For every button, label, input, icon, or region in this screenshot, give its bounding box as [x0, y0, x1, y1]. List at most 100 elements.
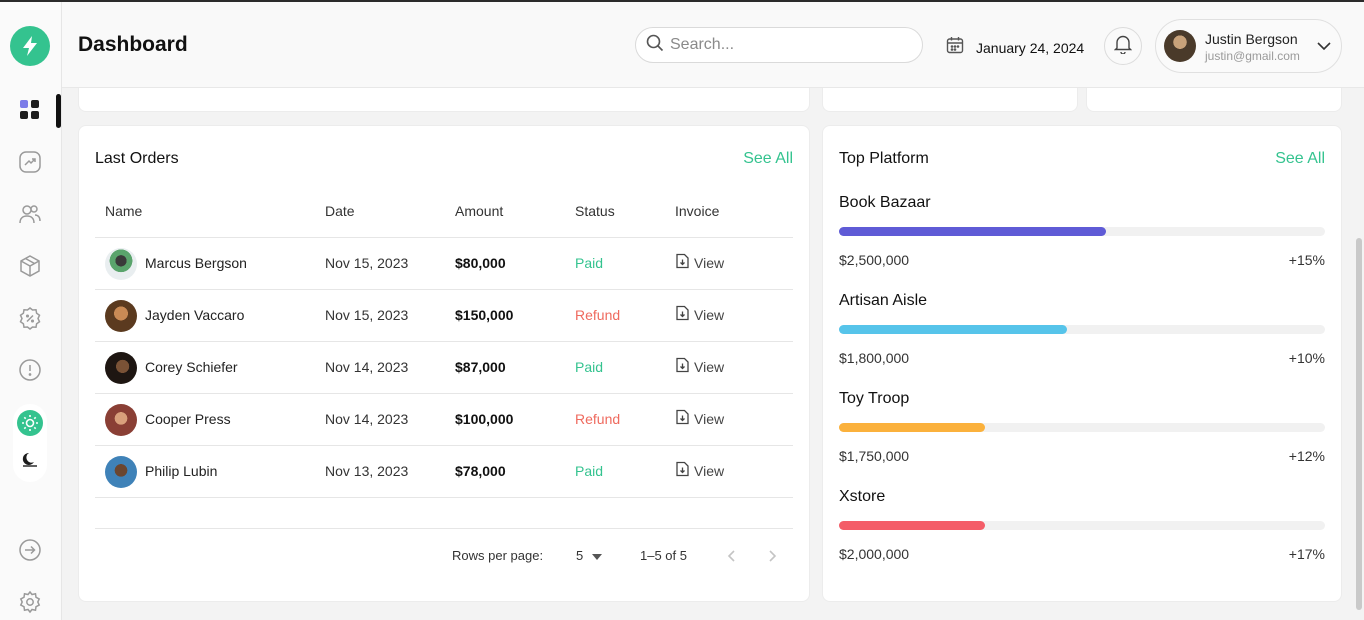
customer-name: Philip Lubin — [145, 463, 218, 479]
sun-icon[interactable] — [17, 410, 43, 436]
platform-change: +10% — [1288, 350, 1325, 366]
bolt-icon[interactable] — [10, 26, 50, 66]
calendar-icon — [946, 36, 964, 59]
platform-value: $1,800,000 — [839, 350, 910, 366]
status-badge: Refund — [575, 411, 621, 427]
document-download-icon — [675, 357, 690, 376]
top-platform-card: Top Platform See All Book Bazaar $2,500,… — [822, 125, 1342, 602]
platform-name: Artisan Aisle — [839, 292, 928, 309]
table-row[interactable]: Philip Lubin Nov 13, 2023 $78,000 Paid V… — [95, 445, 793, 497]
status-badge: Paid — [575, 359, 604, 375]
platform-value: $2,500,000 — [839, 252, 910, 268]
table-row[interactable]: Marcus Bergson Nov 15, 2023 $80,000 Paid… — [95, 237, 793, 289]
view-invoice-button[interactable]: View — [675, 305, 724, 324]
column-header-invoice: Invoice — [675, 203, 720, 219]
platforms-see-all-link[interactable]: See All — [1275, 150, 1325, 167]
next-page-button[interactable] — [765, 549, 779, 566]
users-icon[interactable] — [18, 202, 42, 226]
window-top-border — [0, 0, 1364, 2]
grid-icon[interactable] — [18, 98, 42, 122]
notifications-button[interactable] — [1104, 27, 1142, 65]
platform-progress-fill — [839, 521, 985, 530]
order-date: Nov 13, 2023 — [325, 463, 409, 479]
moon-icon[interactable] — [17, 446, 43, 472]
view-invoice-button[interactable]: View — [675, 461, 724, 480]
view-invoice-button[interactable]: View — [675, 357, 724, 376]
platform-change: +12% — [1288, 448, 1325, 464]
order-amount: $100,000 — [455, 411, 514, 427]
platform-change: +17% — [1288, 546, 1325, 562]
column-header-amount: Amount — [455, 203, 504, 219]
order-date: Nov 14, 2023 — [325, 359, 409, 375]
theme-toggle[interactable] — [13, 404, 47, 482]
platform-name: Xstore — [839, 488, 886, 505]
top-header: Dashboard January 24, 2024 Justin Bergso… — [62, 2, 1364, 88]
order-date: Nov 14, 2023 — [325, 411, 409, 427]
search-icon — [646, 34, 664, 57]
platform-name: Toy Troop — [839, 390, 910, 407]
logout-icon[interactable] — [18, 538, 42, 562]
document-download-icon — [675, 409, 690, 428]
view-invoice-button[interactable]: View — [675, 409, 724, 428]
platform-name: Book Bazaar — [839, 194, 931, 211]
search-box[interactable] — [635, 27, 923, 63]
settings-icon[interactable] — [18, 590, 42, 614]
table-row[interactable]: Corey Schiefer Nov 14, 2023 $87,000 Paid… — [95, 341, 793, 393]
platform-progress-track — [839, 325, 1325, 334]
order-amount: $150,000 — [455, 307, 514, 323]
orders-see-all-link[interactable]: See All — [743, 150, 793, 167]
rows-per-page-select[interactable]: 5 — [576, 548, 603, 563]
platform-progress-fill — [839, 325, 1068, 334]
bell-icon — [1113, 34, 1133, 59]
box-icon[interactable] — [18, 254, 42, 278]
caret-down-icon — [592, 548, 603, 563]
user-profile-menu[interactable]: Justin Bergson justin@gmail.com — [1155, 19, 1342, 73]
column-header-name: Name — [105, 203, 143, 219]
page-scrollbar[interactable] — [1356, 238, 1362, 610]
upper-card-left — [78, 88, 810, 112]
previous-page-button[interactable] — [725, 549, 739, 566]
view-label: View — [694, 306, 725, 323]
status-badge: Refund — [575, 307, 621, 323]
customer-name: Cooper Press — [145, 411, 231, 427]
chevron-down-icon[interactable] — [1316, 38, 1332, 59]
page-title: Dashboard — [78, 33, 188, 56]
view-label: View — [694, 254, 725, 271]
table-row[interactable]: Jayden Vaccaro Nov 15, 2023 $150,000 Ref… — [95, 289, 793, 341]
chart-icon[interactable] — [18, 150, 42, 174]
discount-icon[interactable] — [18, 306, 42, 330]
avatar — [105, 300, 137, 332]
order-amount: $80,000 — [455, 255, 506, 271]
order-date: Nov 15, 2023 — [325, 307, 409, 323]
platform-value: $1,750,000 — [839, 448, 910, 464]
column-header-status: Status — [575, 203, 615, 219]
platform-progress-fill — [839, 423, 985, 432]
alert-icon[interactable] — [18, 358, 42, 382]
platform-value: $2,000,000 — [839, 546, 910, 562]
upper-card-right — [1086, 88, 1342, 112]
customer-name: Jayden Vaccaro — [145, 307, 245, 323]
pagination-range: 1–5 of 5 — [640, 548, 687, 563]
rows-per-page-value: 5 — [576, 548, 584, 563]
status-badge: Paid — [575, 255, 604, 271]
avatar — [105, 404, 137, 436]
view-label: View — [694, 462, 725, 479]
view-invoice-button[interactable]: View — [675, 253, 724, 272]
last-orders-card: Last Orders See All Name Date Amount Sta… — [78, 125, 810, 602]
table-bottom-border — [95, 497, 793, 498]
table-row[interactable]: Cooper Press Nov 14, 2023 $100,000 Refun… — [95, 393, 793, 445]
platform-progress-track — [839, 423, 1325, 432]
search-input[interactable] — [670, 36, 900, 54]
active-nav-indicator — [56, 94, 61, 128]
column-header-date: Date — [325, 203, 355, 219]
document-download-icon — [675, 305, 690, 324]
sidebar — [0, 2, 62, 620]
avatar — [1164, 30, 1196, 62]
user-email: justin@gmail.com — [1205, 49, 1300, 63]
platform-progress-fill — [839, 227, 1107, 236]
view-label: View — [694, 410, 725, 427]
status-badge: Paid — [575, 463, 604, 479]
platform-change: +15% — [1288, 252, 1325, 268]
current-date: January 24, 2024 — [976, 39, 1085, 56]
platform-progress-track — [839, 521, 1325, 530]
